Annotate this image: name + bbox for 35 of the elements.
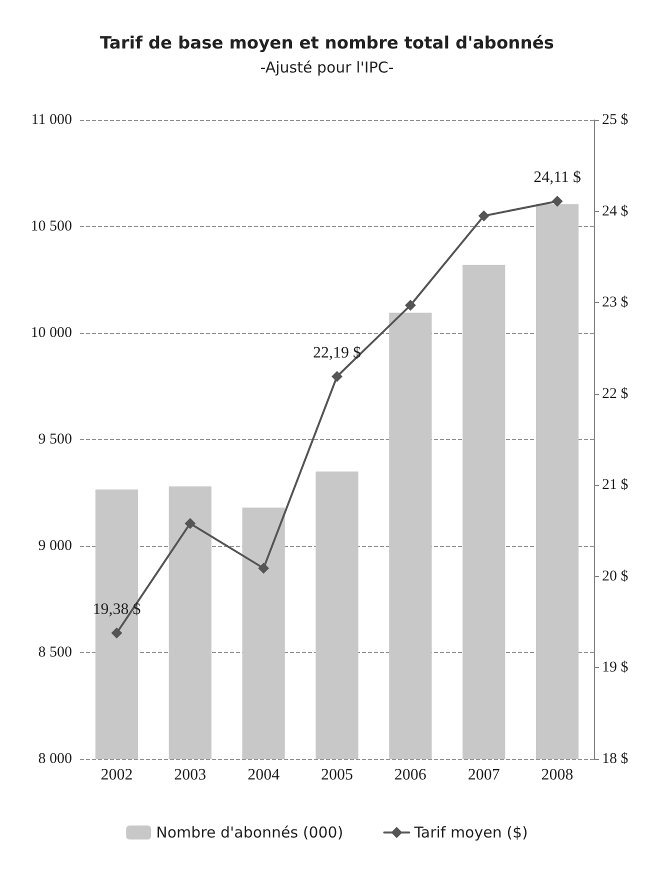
y2-tick-label: 23 $	[602, 294, 629, 311]
y2-tick-label: 19 $	[602, 660, 629, 676]
x-tick-label: 2005	[321, 766, 353, 784]
y2-tick-label: 18 $	[602, 751, 629, 767]
x-tick-label: 2008	[541, 766, 574, 784]
y-tick-label: 8 500	[38, 644, 72, 660]
point	[184, 518, 196, 529]
data-label: 19,38 $	[92, 601, 141, 618]
y-tick-label: 9 000	[38, 538, 72, 554]
y-tick-label: 8 000	[38, 751, 72, 767]
legend-label: Nombre d'abonnés (000)	[156, 824, 344, 842]
y2-tick-label: 24 $	[602, 203, 629, 220]
x-tick-label: 2006	[394, 766, 426, 784]
data-label: 24,11 $	[534, 169, 581, 186]
legend-label: Tarif moyen ($)	[413, 824, 528, 842]
y-tick-label: 10 500	[30, 218, 72, 234]
point	[111, 628, 122, 639]
chart-subtitle: -Ajusté pour l'IPC-	[260, 58, 394, 76]
y-tick-label: 9 500	[38, 432, 72, 448]
x-tick-label: 2002	[100, 766, 133, 784]
x-tick-label: 2004	[248, 766, 280, 784]
y-tick-label: 11 000	[31, 112, 72, 128]
y2-tick-label: 21 $	[602, 477, 629, 494]
y2-tick-label: 22 $	[602, 386, 629, 402]
point	[332, 371, 342, 382]
point	[478, 210, 490, 222]
point	[552, 196, 563, 207]
x-tick-label: 2003	[174, 766, 206, 784]
y2-tick-label: 20 $	[602, 568, 629, 584]
y2-tick-label: 25 $	[602, 112, 629, 128]
point	[258, 562, 270, 574]
x-tick-label: 2007	[468, 766, 500, 784]
y-tick-label: 10 000	[30, 325, 72, 341]
chart-title: Tarif de base moyen et nombre total d'abonnés	[100, 34, 554, 54]
point	[404, 300, 416, 311]
